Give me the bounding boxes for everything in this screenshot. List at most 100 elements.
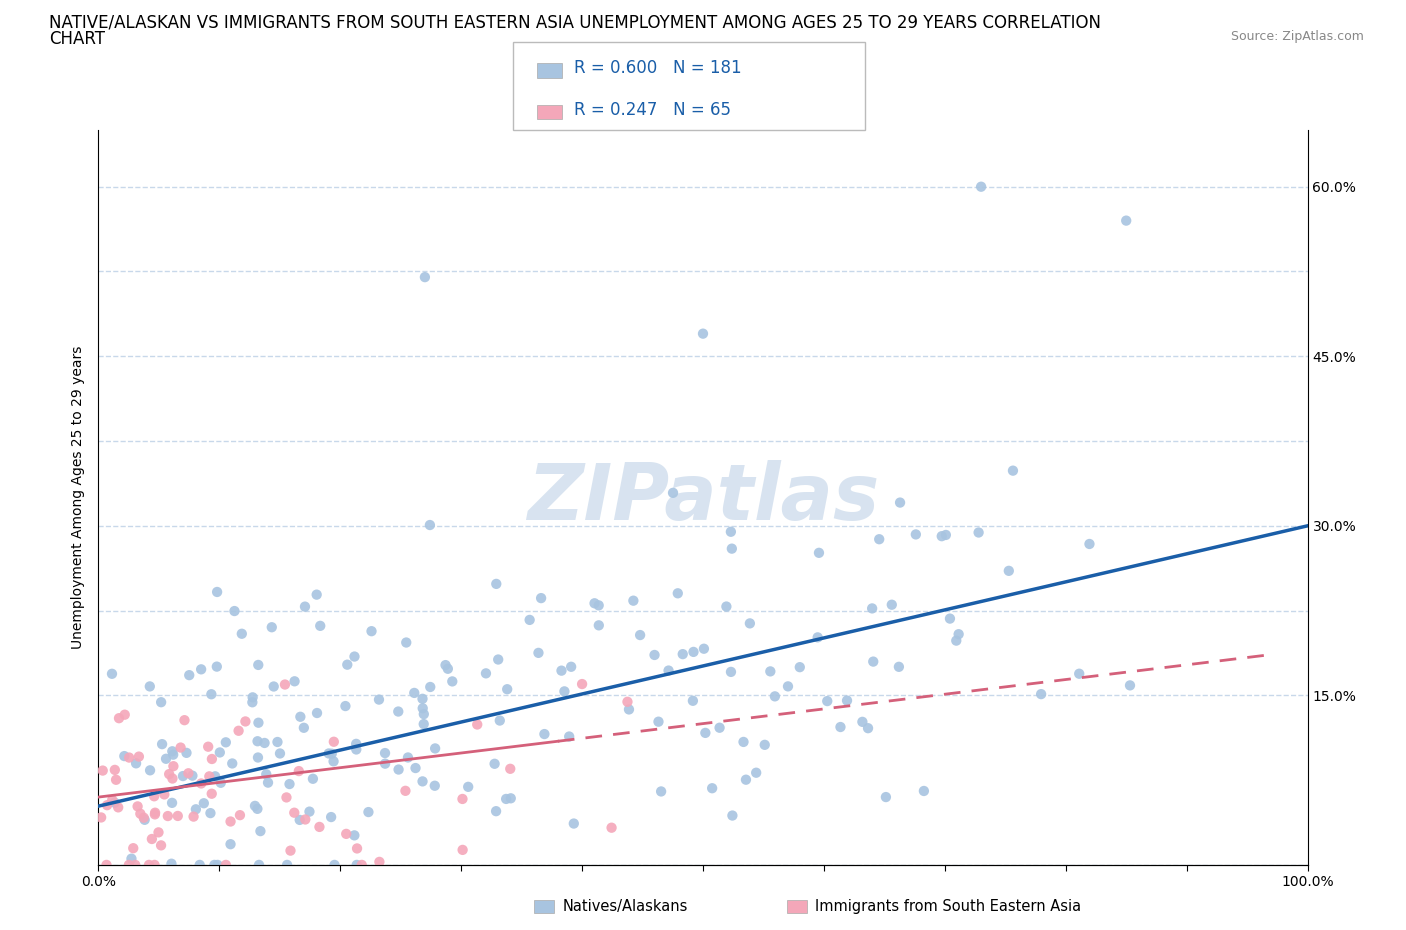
Point: [336, 658, 359, 672]
Point: [162, 759, 184, 774]
Text: Natives/Alaskans: Natives/Alaskans: [562, 899, 688, 914]
Point: [156, 808, 179, 823]
Point: [253, 736, 276, 751]
Text: Immigrants from South Eastern Asia: Immigrants from South Eastern Asia: [815, 899, 1081, 914]
Point: [305, 587, 328, 602]
Point: [322, 735, 344, 750]
Point: [246, 734, 269, 749]
Point: [571, 677, 593, 692]
Point: [101, 667, 124, 682]
Point: [335, 698, 357, 713]
Point: [305, 706, 328, 721]
Point: [219, 814, 242, 829]
Point: [322, 754, 344, 769]
Point: [912, 784, 935, 799]
Point: [288, 764, 311, 778]
Point: [132, 810, 155, 825]
Point: [553, 684, 575, 698]
Point: [735, 772, 758, 787]
Point: [387, 762, 409, 777]
Point: [716, 599, 738, 614]
Point: [357, 804, 380, 819]
Point: [344, 737, 367, 751]
Point: [280, 844, 302, 858]
Point: [967, 525, 990, 540]
Point: [141, 831, 163, 846]
Point: [583, 596, 606, 611]
Point: [288, 813, 311, 828]
Point: [188, 857, 211, 872]
Point: [205, 585, 228, 600]
Point: [198, 769, 221, 784]
Point: [875, 790, 897, 804]
Point: [530, 591, 553, 605]
Point: [720, 525, 742, 539]
Point: [527, 645, 550, 660]
Point: [200, 687, 222, 702]
Point: [411, 691, 433, 706]
Point: [150, 737, 173, 751]
Point: [128, 750, 150, 764]
Point: [298, 804, 321, 819]
Point: [274, 677, 297, 692]
Point: [412, 774, 434, 789]
Point: [105, 772, 128, 787]
Point: [419, 680, 441, 695]
Point: [134, 813, 156, 828]
Point: [387, 704, 409, 719]
Point: [451, 791, 474, 806]
Point: [475, 666, 498, 681]
Point: [441, 674, 464, 689]
Point: [242, 690, 264, 705]
Point: [108, 711, 131, 725]
Text: R = 0.247   N = 65: R = 0.247 N = 65: [574, 100, 731, 119]
Point: [662, 485, 685, 500]
Point: [150, 695, 173, 710]
Point: [368, 855, 391, 870]
Point: [939, 611, 962, 626]
Point: [1029, 686, 1052, 701]
Point: [276, 857, 298, 872]
Point: [807, 630, 830, 644]
Point: [437, 661, 460, 676]
Point: [335, 827, 357, 842]
Point: [207, 857, 229, 872]
Point: [835, 693, 858, 708]
Text: ZIPatlas: ZIPatlas: [527, 459, 879, 536]
Point: [96, 857, 118, 872]
Point: [155, 751, 177, 766]
Point: [153, 787, 176, 802]
Point: [868, 532, 890, 547]
Point: [318, 746, 340, 761]
Point: [200, 805, 222, 820]
Point: [588, 618, 610, 632]
Point: [183, 809, 205, 824]
Point: [91, 764, 114, 778]
Point: [139, 763, 162, 777]
Point: [499, 762, 522, 777]
Point: [193, 796, 215, 811]
Point: [1078, 537, 1101, 551]
Point: [190, 662, 212, 677]
Point: [160, 795, 183, 810]
Text: CHART: CHART: [49, 30, 105, 47]
Point: [294, 599, 316, 614]
Point: [423, 741, 446, 756]
Point: [157, 766, 180, 781]
Point: [404, 685, 426, 700]
Point: [162, 747, 184, 762]
Point: [219, 837, 242, 852]
Point: [486, 652, 509, 667]
Point: [830, 720, 852, 735]
Point: [90, 810, 112, 825]
Point: [488, 713, 510, 728]
Point: [499, 790, 522, 805]
Point: [278, 777, 301, 791]
Point: [644, 647, 666, 662]
Point: [139, 679, 162, 694]
Point: [96, 798, 118, 813]
Point: [346, 857, 368, 872]
Point: [169, 740, 191, 755]
Point: [247, 857, 270, 872]
Point: [309, 618, 332, 633]
